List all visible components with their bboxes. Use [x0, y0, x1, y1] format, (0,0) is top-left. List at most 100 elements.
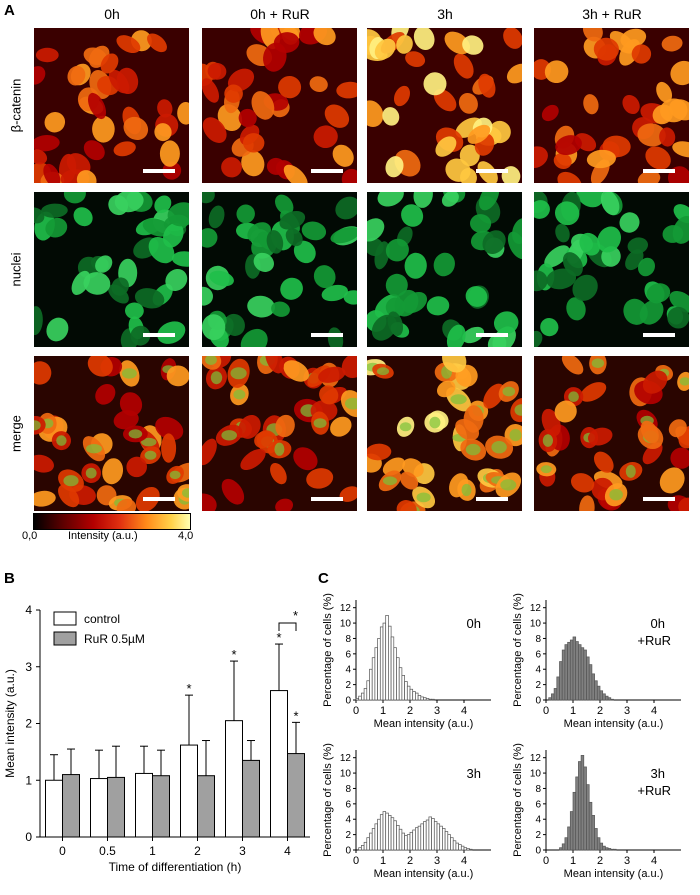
bar-control — [135, 772, 153, 838]
histogram-bar — [393, 647, 397, 701]
histogram-bar — [567, 641, 571, 701]
histogram-bar — [423, 821, 427, 851]
histogram-bar — [393, 820, 397, 851]
histogram-bar — [466, 848, 470, 851]
histogram-bar — [382, 811, 387, 851]
histogram-bar — [390, 636, 395, 701]
x-tick-label: 4 — [461, 705, 467, 717]
histogram-bar — [594, 828, 598, 851]
y-tick-label: 4 — [535, 815, 541, 826]
x-tick-label: 0.5 — [99, 844, 116, 858]
scale-bar — [476, 169, 508, 173]
histogram-bar — [412, 829, 416, 851]
histogram-bar — [583, 766, 587, 851]
histogram-bar — [412, 691, 416, 701]
histogram-bar — [366, 837, 370, 851]
histogram-bar — [363, 688, 368, 701]
x-axis-label: Mean intensity (a.u.) — [374, 868, 474, 880]
x-tick-label: 1 — [380, 855, 386, 867]
scale-bar — [143, 169, 175, 173]
histogram-bar — [455, 842, 459, 851]
micrograph-tile — [534, 28, 689, 183]
histogram-bar — [420, 823, 424, 851]
histogram-bar — [401, 832, 405, 851]
row-label: merge — [8, 415, 24, 452]
y-tick-label: 6 — [535, 799, 541, 810]
column-header: 0h — [104, 6, 120, 22]
y-tick-label: 2 — [345, 680, 351, 691]
bar-control — [45, 779, 63, 838]
histogram-bar — [431, 698, 435, 701]
significance-bracket — [278, 622, 297, 631]
y-tick-label: 2 — [345, 830, 351, 841]
y-tick-label: 8 — [535, 784, 541, 795]
bar-rur-0-5-m — [107, 776, 125, 838]
y-axis-label: Mean intensity (a.u.) — [3, 669, 17, 778]
histogram-bar — [396, 657, 400, 701]
x-tick-label: 2 — [407, 705, 413, 717]
x-tick-label: 1 — [149, 844, 156, 858]
significance-marker: * — [276, 630, 281, 645]
histogram-bar — [588, 664, 593, 701]
y-tick-label: 10 — [530, 769, 542, 780]
colorbar-min: 0,0 — [22, 530, 38, 542]
panel-c-letter: C — [318, 570, 329, 587]
histogram-bar — [385, 615, 389, 701]
x-tick-label: 4 — [284, 844, 291, 858]
histogram-bar — [594, 680, 598, 701]
x-tick-label: 0 — [543, 855, 549, 867]
y-tick-label: 6 — [535, 649, 541, 660]
x-tick-label: 2 — [597, 705, 603, 717]
scale-bar — [311, 169, 343, 173]
histogram-bar — [377, 638, 381, 701]
histogram-bar — [366, 680, 370, 701]
histogram-bar — [377, 818, 381, 851]
scale-bar — [643, 169, 675, 173]
x-tick-label: 3 — [239, 844, 246, 858]
y-axis-label: Percentage of cells (%) — [512, 593, 524, 707]
significance-marker: * — [293, 708, 298, 723]
histogram-bar — [580, 755, 585, 851]
x-tick-label: 1 — [570, 705, 576, 717]
histogram-label-line: 0h — [651, 616, 665, 631]
histogram-bar — [578, 761, 582, 851]
histogram-bar — [371, 657, 376, 701]
bar-control — [90, 778, 108, 838]
histogram-bar — [358, 695, 362, 701]
scale-bar — [311, 497, 343, 501]
histogram-label-line: 0h — [467, 616, 481, 631]
column-header: 0h + RuR — [250, 6, 310, 22]
y-tick-label: 12 — [530, 603, 542, 614]
colorbar-label: Intensity (a.u.) — [68, 530, 138, 542]
micrograph-tile — [367, 28, 522, 183]
histogram-bar — [564, 837, 568, 851]
histogram-bar — [613, 848, 617, 851]
histogram-bar — [420, 696, 424, 701]
scale-bar — [643, 497, 675, 501]
micrograph-image — [34, 192, 189, 347]
y-tick-label: 1 — [25, 773, 32, 787]
histogram-bar — [361, 845, 365, 851]
histogram-bar — [548, 697, 552, 701]
micrograph-tile — [534, 192, 689, 347]
histogram-bar — [578, 644, 582, 701]
histogram-bar — [602, 845, 606, 851]
x-axis-label: Mean intensity (a.u.) — [564, 868, 664, 880]
legend-swatch — [53, 631, 77, 646]
histogram-bar — [409, 688, 414, 701]
x-tick-label: 3 — [624, 855, 630, 867]
y-tick-label: 3 — [25, 660, 32, 674]
x-tick-label: 4 — [651, 705, 657, 717]
y-tick-label: 6 — [345, 649, 351, 660]
y-tick-label: 8 — [535, 634, 541, 645]
histogram-bar — [431, 818, 435, 851]
histogram-label: 3h — [467, 766, 481, 781]
micrograph-tile — [34, 192, 189, 347]
histogram-bar — [583, 649, 587, 701]
micrograph-image — [534, 356, 689, 511]
histogram-bar — [371, 828, 376, 851]
scale-bar — [311, 333, 343, 337]
scale-bar — [143, 333, 175, 337]
bar-control — [225, 720, 243, 838]
